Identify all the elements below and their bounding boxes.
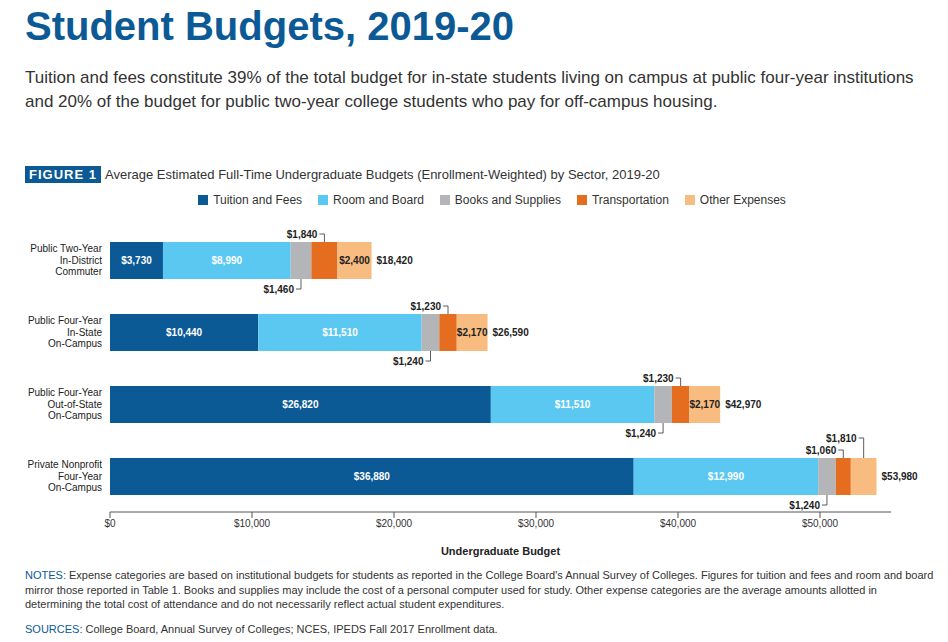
svg-text:$2,170: $2,170	[457, 327, 488, 338]
svg-text:$1,840: $1,840	[287, 229, 318, 240]
svg-text:$20,000: $20,000	[376, 518, 413, 529]
svg-text:$18,420: $18,420	[377, 255, 414, 266]
html-text:Transportation: Transportation	[591, 193, 669, 207]
svg-text:$26,820: $26,820	[282, 399, 319, 410]
svg-text:$8,990: $8,990	[211, 255, 242, 266]
svg-text:Private NonprofitFour-YearOn-C: Private NonprofitFour-YearOn-Campus	[28, 459, 103, 493]
svg-text:$1,240: $1,240	[789, 500, 820, 511]
svg-text:$53,980: $53,980	[882, 471, 919, 482]
html-text:Room and Board: Room and Board	[333, 193, 424, 207]
svg-text:$10,440: $10,440	[166, 327, 203, 338]
html-text:Other Expenses: Other Expenses	[699, 193, 786, 207]
svg-text:Public Four-YearIn-StateOn-Cam: Public Four-YearIn-StateOn-Campus	[28, 315, 103, 349]
svg-text:$1,460: $1,460	[263, 284, 294, 295]
svg-text:$1,240: $1,240	[625, 428, 656, 439]
html-text:Books and Supplies: Books and Supplies	[454, 193, 561, 207]
svg-text:$1,810: $1,810	[826, 433, 857, 444]
html-text:Average Estimated Full-Time Un: Average Estimated Full-Time Undergraduat…	[105, 167, 660, 182]
svg-text:$30,000: $30,000	[518, 518, 555, 529]
svg-text:Public Four-YearOut-of-StateOn: Public Four-YearOut-of-StateOn-Campus	[28, 387, 103, 421]
svg-text:$11,510: $11,510	[322, 327, 358, 338]
svg-text:$10,000: $10,000	[234, 518, 271, 529]
svg-text:Undergraduate Budget: Undergraduate Budget	[441, 545, 561, 557]
svg-text:$1,060: $1,060	[806, 445, 837, 456]
svg-text:$12,990: $12,990	[708, 471, 745, 482]
svg-text:$36,880: $36,880	[354, 471, 391, 482]
html-text:SOURCES: College Board, Annual: SOURCES: College Board, Annual Survey of…	[25, 623, 498, 635]
svg-text:$1,230: $1,230	[410, 301, 441, 312]
svg-text:$1,240: $1,240	[393, 356, 424, 367]
svg-text:$2,170: $2,170	[689, 399, 720, 410]
svg-text:$0: $0	[104, 518, 116, 529]
svg-text:$50,000: $50,000	[802, 518, 839, 529]
html-text:FIGURE 1: FIGURE 1	[29, 167, 97, 182]
svg-text:$26,590: $26,590	[493, 327, 530, 338]
svg-text:$40,000: $40,000	[660, 518, 697, 529]
svg-text:$3,730: $3,730	[121, 255, 152, 266]
html-text:Tuition and fees constitute 39: Tuition and fees constitute 39% of the t…	[25, 68, 914, 111]
svg-text:Public Two-YearIn-DistrictComm: Public Two-YearIn-DistrictCommuter	[30, 243, 102, 277]
svg-text:$11,510: $11,510	[555, 399, 591, 410]
html-text:Tuition and Fees: Tuition and Fees	[213, 193, 303, 207]
svg-text:$1,230: $1,230	[643, 373, 674, 384]
svg-text:$42,970: $42,970	[725, 399, 762, 410]
svg-text:$2,400: $2,400	[339, 255, 370, 266]
html-text:Student Budgets, 2019-20: Student Budgets, 2019-20	[25, 4, 514, 48]
html-text:NOTES: Expense categories are: NOTES: Expense categories are based on i…	[25, 569, 934, 610]
